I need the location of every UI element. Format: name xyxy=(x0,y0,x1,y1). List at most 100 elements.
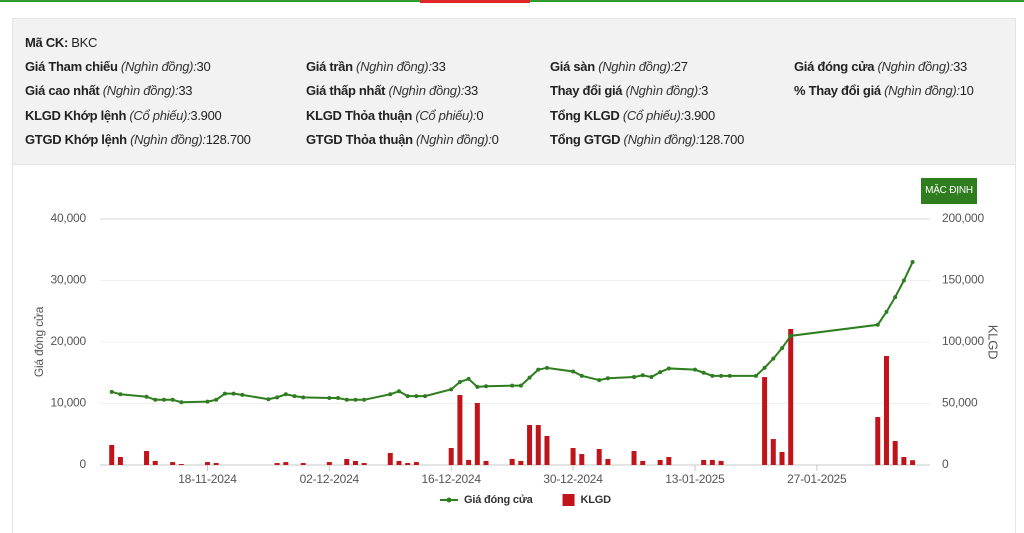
line-point xyxy=(771,356,776,361)
active-tab-indicator xyxy=(420,0,530,3)
x-tick-label: 30-12-2024 xyxy=(543,472,603,486)
bar xyxy=(518,460,524,465)
line-point xyxy=(292,394,297,399)
field-label: Giá trần xyxy=(306,59,353,74)
reset-button[interactable]: MẶC ĐỊNH xyxy=(921,178,977,204)
line-point xyxy=(510,383,515,388)
x-tick-label: 27-01-2025 xyxy=(787,472,847,486)
bar xyxy=(300,463,306,465)
bar xyxy=(361,463,367,465)
stock-code: Mã CK: BKC xyxy=(25,35,97,50)
bar xyxy=(883,356,889,465)
field-unit: (Nghìn đồng): xyxy=(130,132,206,147)
field-label: GTGD Thỏa thuận xyxy=(306,132,413,147)
line-point xyxy=(396,389,401,394)
line-point xyxy=(144,394,149,399)
field-unit: (Nghìn đồng): xyxy=(356,59,432,74)
field-unit: (Nghìn đồng): xyxy=(598,59,674,74)
line-point xyxy=(649,375,654,380)
bar xyxy=(570,448,576,465)
field-label: Tổng GTGD xyxy=(550,132,621,147)
line-point xyxy=(632,375,637,380)
line-point xyxy=(405,394,410,399)
bar xyxy=(579,454,585,465)
line-point xyxy=(901,278,906,283)
info-field: GTGD Thỏa thuận (Nghìn đồng):0 xyxy=(306,132,499,147)
bar xyxy=(788,328,794,465)
field-value: 30 xyxy=(196,59,211,74)
info-field: Giá Tham chiếu (Nghìn đồng):30 xyxy=(25,59,211,74)
y-axis-title: Giá đóng cửa xyxy=(32,306,46,377)
bar xyxy=(544,435,550,465)
bar xyxy=(326,462,332,465)
line-point xyxy=(710,373,715,378)
line-point xyxy=(266,397,271,402)
line-point xyxy=(327,395,332,400)
bar xyxy=(109,444,115,465)
bar xyxy=(405,463,411,465)
line-point xyxy=(388,392,393,397)
line-point xyxy=(161,397,166,402)
line-point xyxy=(875,322,880,327)
field-value: 3.900 xyxy=(683,108,715,123)
field-label: Giá sàn xyxy=(550,59,595,74)
field-value: 128.700 xyxy=(205,132,251,147)
y2-tick-label: 0 xyxy=(942,457,949,471)
field-value: 3.900 xyxy=(190,108,222,123)
bar xyxy=(152,460,158,465)
field-label: KLGD Khớp lệnh xyxy=(25,108,127,123)
bar xyxy=(770,439,776,465)
x-tick-label: 16-12-2024 xyxy=(422,472,482,486)
y-tick-label: 30,000 xyxy=(50,273,86,287)
bar xyxy=(483,460,489,465)
line-point xyxy=(205,399,210,404)
line-point xyxy=(527,375,532,380)
bar xyxy=(396,460,402,465)
bar xyxy=(352,460,358,465)
label: Mã CK: xyxy=(25,35,68,50)
y2-tick-label: 50,000 xyxy=(942,396,978,410)
line-point xyxy=(353,397,358,402)
field-label: % Thay đổi giá xyxy=(794,83,881,98)
line-point xyxy=(640,373,645,378)
field-value: 10 xyxy=(959,83,974,98)
field-label: Thay đổi giá xyxy=(550,83,623,98)
info-field: KLGD Thỏa thuận (Cổ phiếu):0 xyxy=(306,108,484,123)
line-point xyxy=(780,346,785,351)
y2-tick-label: 150,000 xyxy=(942,273,985,287)
line-point xyxy=(475,384,480,389)
y2-axis-title: KLGD xyxy=(986,325,1001,360)
info-field: Giá cao nhất (Nghìn đồng):33 xyxy=(25,83,193,98)
bar xyxy=(344,458,350,465)
bar xyxy=(274,463,280,465)
field-value: 33 xyxy=(178,83,193,98)
x-tick-label: 13-01-2025 xyxy=(665,472,725,486)
line-point xyxy=(605,376,610,381)
bar xyxy=(178,464,184,465)
field-value: 33 xyxy=(953,59,967,74)
x-tick-label: 18-11-2024 xyxy=(178,472,237,486)
bar xyxy=(413,462,419,465)
bar xyxy=(666,457,672,465)
bar xyxy=(709,459,715,465)
field-unit: (Nghìn đồng): xyxy=(388,83,465,98)
bar xyxy=(779,451,785,465)
line-point xyxy=(753,373,758,378)
field-unit: (Nghìn đồng): xyxy=(884,83,960,98)
bar xyxy=(170,462,176,465)
line-point xyxy=(762,365,767,370)
line-point xyxy=(240,392,245,397)
field-label: Giá thấp nhất xyxy=(306,83,386,98)
line-point xyxy=(884,309,889,314)
line-point xyxy=(301,395,306,400)
line-point xyxy=(336,395,341,400)
info-field: Tổng GTGD (Nghìn đồng):128.700 xyxy=(550,132,744,147)
line-point xyxy=(701,370,706,375)
field-unit: (Nghìn đồng): xyxy=(625,83,702,98)
line-point xyxy=(283,392,288,397)
field-value: 128.700 xyxy=(699,132,745,147)
line-point xyxy=(544,365,549,370)
field-unit: (Nghìn đồng): xyxy=(623,132,700,147)
field-label: Giá cao nhất xyxy=(25,83,100,98)
